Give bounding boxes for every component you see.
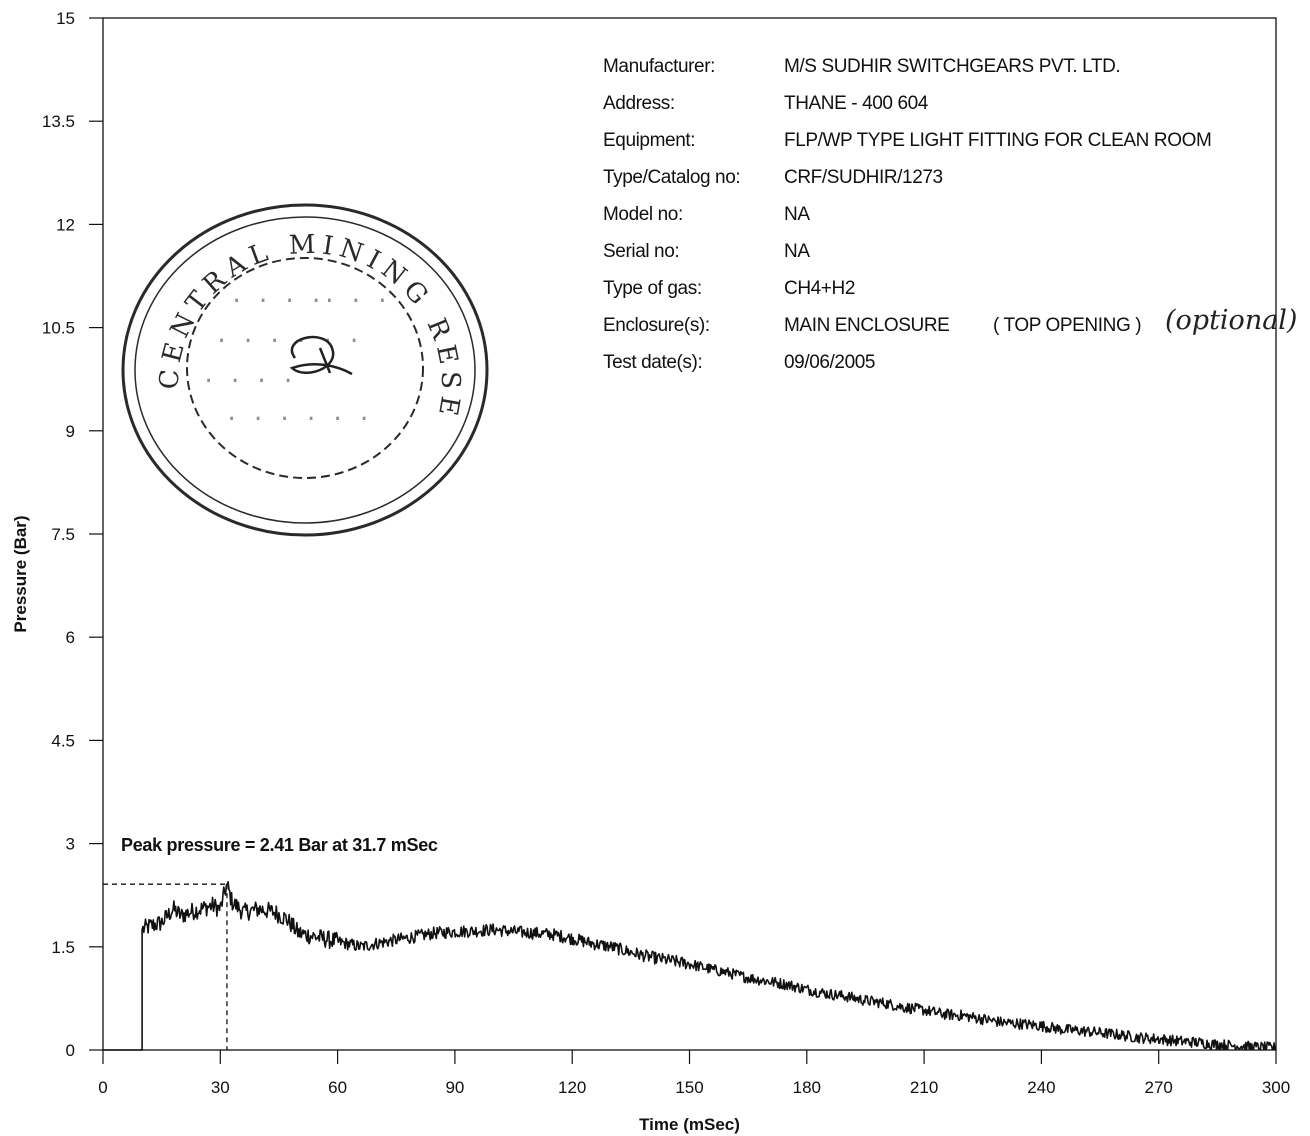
svg-text:· · · ·: · · · · [202,369,295,394]
peak-guide-lines [103,883,228,1050]
x-axis-label: Time (mSec) [639,1115,740,1134]
equipment-value: FLP/WP TYPE LIGHT FITTING FOR CLEAN ROOM [784,130,1212,151]
y-tick-label: 4.5 [51,731,75,750]
y-tick-label: 10.5 [42,319,75,338]
pressure-trace [103,881,1277,1051]
x-tick-label: 300 [1262,1078,1290,1097]
x-tick-label: 240 [1027,1078,1055,1097]
gas-label: Type of gas: [603,278,702,299]
type-catalog-value: CRF/SUDHIR/1273 [784,167,943,188]
enclosure-label: Enclosure(s): [603,315,710,336]
y-tick-label: 7.5 [51,525,75,544]
y-tick-label: 1.5 [51,938,75,957]
x-tick-label: 60 [328,1078,347,1097]
svg-text:· · · · · ·: · · · · · · [215,329,361,354]
x-tick-label: 180 [793,1078,821,1097]
pressure-series-line [103,881,1277,1051]
test-date-value: 09/06/2005 [784,352,876,373]
peak-pressure-annotation: Peak pressure = 2.41 Bar at 31.7 mSec [121,835,438,855]
y-tick-label: 9 [66,422,75,441]
manufacturer-value: M/S SUDHIR SWITCHGEARS PVT. LTD. [784,56,1121,77]
y-axis-label: Pressure (Bar) [11,515,30,632]
x-tick-label: 120 [558,1078,586,1097]
enclosure-extra: ( TOP OPENING ) [993,315,1142,336]
gas-value: CH4+H2 [784,278,855,299]
svg-text:· · · ·· · ·: · · · ·· · · [230,289,389,314]
test-date-label: Test date(s): [603,352,703,373]
y-axis-ticks: 0 1.5 3 4.5 6 7.5 9 10.5 12 13.5 15 [42,9,103,1060]
model-label: Model no: [603,204,683,225]
y-tick-label: 3 [66,835,75,854]
y-tick-label: 13.5 [42,112,75,131]
institute-stamp: CENTRAL MINING RESEARCH INSTITUTE · · · … [120,198,489,537]
x-tick-label: 270 [1145,1078,1173,1097]
serial-value: NA [784,241,810,262]
y-tick-label: 6 [66,628,75,647]
x-axis-ticks: 0 30 60 90 120 150 180 210 240 270 300 [98,1050,1290,1097]
address-value: THANE - 400 604 [784,93,928,114]
y-tick-label: 15 [56,9,75,28]
x-tick-label: 210 [910,1078,938,1097]
serial-label: Serial no: [603,241,680,262]
manufacturer-label: Manufacturer: [603,56,716,77]
address-label: Address: [603,93,675,114]
y-tick-label: 12 [56,215,75,234]
handwritten-note: (optional) [1165,305,1298,336]
x-tick-label: 30 [211,1078,230,1097]
model-value: NA [784,204,810,225]
x-tick-label: 0 [98,1078,107,1097]
enclosure-value: MAIN ENCLOSURE [784,315,950,336]
equipment-label: Equipment: [603,130,696,151]
type-catalog-label: Type/Catalog no: [603,167,741,188]
x-tick-label: 90 [445,1078,464,1097]
svg-text:· · · · · ·: · · · · · · [225,407,371,432]
x-tick-label: 150 [675,1078,703,1097]
y-tick-label: 0 [66,1041,75,1060]
